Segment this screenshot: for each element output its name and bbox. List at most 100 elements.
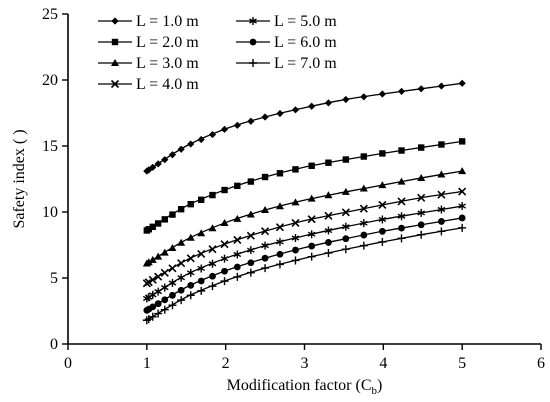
data-point-x bbox=[261, 227, 270, 236]
data-point-star bbox=[437, 205, 446, 214]
data-point-triangle bbox=[291, 198, 300, 206]
data-point-triangle bbox=[197, 229, 206, 237]
data-point-plus bbox=[154, 309, 163, 318]
data-point-triangle bbox=[160, 248, 169, 256]
data-point-triangle bbox=[144, 258, 153, 266]
data-point-triangle bbox=[275, 202, 284, 210]
data-point-diamond bbox=[276, 109, 284, 118]
data-point-diamond bbox=[342, 95, 350, 104]
data-point-circle bbox=[458, 214, 466, 222]
data-point-diamond bbox=[233, 121, 241, 129]
data-point-square bbox=[145, 226, 152, 233]
data-point-square bbox=[169, 211, 176, 218]
data-point-triangle bbox=[186, 233, 195, 241]
data-point-diamond bbox=[220, 125, 229, 133]
data-point-square bbox=[247, 178, 255, 185]
series bbox=[142, 167, 467, 267]
x-tick-label: 0 bbox=[64, 355, 72, 372]
data-point-diamond bbox=[247, 117, 255, 125]
data-point-diamond bbox=[154, 160, 162, 168]
data-point-triangle bbox=[177, 238, 186, 246]
legend-label: L = 4.0 m bbox=[136, 76, 199, 93]
data-point-circle bbox=[438, 218, 445, 225]
data-point-circle bbox=[261, 254, 269, 262]
data-point-star bbox=[233, 250, 242, 259]
x-tick-label: 1 bbox=[143, 355, 151, 372]
data-point-star bbox=[397, 212, 406, 221]
data-point-diamond bbox=[261, 113, 269, 121]
data-point-star bbox=[458, 202, 467, 211]
data-point-triangle bbox=[437, 170, 446, 178]
data-point-x bbox=[437, 190, 446, 199]
data-point-plus bbox=[249, 59, 257, 67]
data-point-x bbox=[307, 215, 316, 224]
data-point-diamond bbox=[437, 82, 446, 90]
data-point-x bbox=[378, 200, 387, 209]
series bbox=[143, 79, 466, 175]
x-tick-label: 6 bbox=[537, 355, 545, 372]
data-point-square bbox=[111, 38, 119, 46]
x-tick-label: 2 bbox=[222, 355, 230, 372]
data-point-triangle bbox=[324, 191, 333, 199]
series-line bbox=[146, 170, 463, 265]
series-line bbox=[146, 205, 463, 300]
data-point-plus bbox=[208, 282, 217, 291]
data-point-diamond bbox=[324, 99, 333, 107]
legend-label: L = 6.0 m bbox=[274, 34, 337, 51]
legend-item: L = 7.0 m bbox=[236, 55, 337, 72]
legend-label: L = 7.0 m bbox=[274, 55, 337, 72]
data-point-star bbox=[160, 283, 169, 292]
data-point-circle bbox=[342, 235, 350, 243]
series bbox=[142, 202, 467, 303]
data-point-circle bbox=[247, 259, 255, 267]
data-point-star bbox=[417, 208, 426, 217]
data-point-plus bbox=[233, 272, 242, 281]
data-point-square bbox=[198, 196, 205, 203]
data-point-diamond bbox=[208, 130, 217, 139]
data-point-square bbox=[458, 138, 466, 145]
y-tick-label: 5 bbox=[50, 270, 58, 287]
data-point-plus bbox=[177, 296, 186, 305]
data-point-diamond bbox=[187, 140, 195, 148]
data-point-star bbox=[324, 226, 333, 235]
data-point-star bbox=[186, 268, 195, 277]
data-point-star bbox=[341, 222, 350, 231]
data-point-x bbox=[397, 197, 406, 206]
data-point-star bbox=[359, 219, 368, 228]
data-point-square bbox=[149, 223, 156, 231]
y-axis-label: Safety index ( ) bbox=[11, 129, 28, 228]
data-point-square bbox=[438, 141, 445, 148]
data-point-star bbox=[249, 17, 257, 25]
data-point-triangle bbox=[417, 173, 426, 181]
data-point-diamond bbox=[291, 106, 300, 114]
series-line bbox=[146, 227, 463, 321]
data-point-square bbox=[398, 147, 405, 154]
y-tick-label: 10 bbox=[42, 204, 58, 221]
legend-item: L = 1.0 m bbox=[98, 13, 199, 30]
data-point-diamond bbox=[161, 156, 169, 164]
data-point-diamond bbox=[378, 90, 386, 98]
data-point-circle bbox=[360, 231, 368, 239]
data-point-star bbox=[197, 264, 206, 273]
data-point-square bbox=[209, 191, 216, 199]
y-tick-label: 15 bbox=[42, 138, 58, 155]
data-point-x bbox=[341, 208, 350, 217]
y-tick-label: 0 bbox=[50, 336, 58, 353]
data-point-triangle bbox=[148, 255, 157, 263]
data-point-plus bbox=[291, 256, 300, 265]
data-point-circle bbox=[221, 267, 228, 275]
series bbox=[142, 223, 467, 325]
data-point-circle bbox=[308, 242, 316, 250]
data-point-triangle bbox=[359, 184, 368, 192]
data-point-plus bbox=[378, 237, 387, 246]
data-point-circle bbox=[149, 303, 157, 311]
legend-label: L = 2.0 m bbox=[136, 34, 199, 51]
data-point-star bbox=[177, 273, 185, 282]
data-point-triangle bbox=[341, 187, 350, 195]
series-group bbox=[142, 79, 467, 325]
legend-label: L = 5.0 m bbox=[274, 13, 337, 30]
data-point-x bbox=[197, 249, 206, 258]
data-point-triangle bbox=[111, 59, 119, 66]
data-point-circle bbox=[292, 246, 299, 254]
